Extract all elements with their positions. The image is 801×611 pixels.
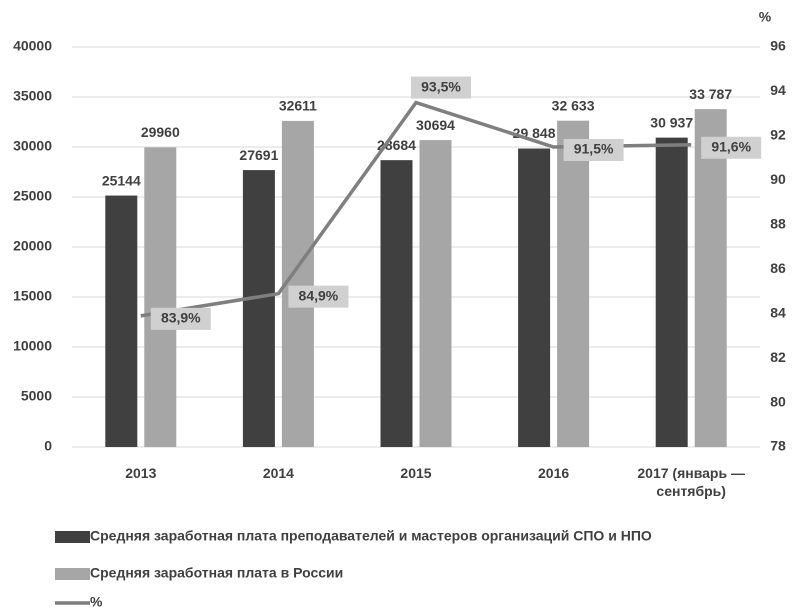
y-tick-label: 25000 [13, 188, 52, 204]
x-tick-label: 2013 [125, 465, 157, 481]
data-label: 91,6% [711, 138, 751, 154]
y-tick-label: 40000 [13, 38, 52, 54]
y2-tick-label: 84 [770, 304, 786, 320]
y-tick-label: 20000 [13, 238, 52, 254]
y2-tick-label: 80 [770, 393, 786, 409]
bar [105, 195, 138, 447]
legend-swatch [55, 568, 90, 580]
y-tick-label: 30000 [13, 138, 52, 154]
data-label: 30694 [416, 117, 455, 133]
bar [557, 120, 590, 448]
y2-tick-label: 82 [770, 349, 786, 365]
data-label: 32 633 [552, 97, 595, 113]
bar [380, 160, 413, 447]
data-label: 27691 [239, 147, 278, 163]
data-label: 91,5% [574, 141, 614, 157]
legend-label: Средняя заработная плата преподавателей … [90, 528, 652, 544]
y2-tick-label: 86 [770, 260, 786, 276]
bar [655, 137, 688, 447]
x-tick-label: 2016 [538, 465, 570, 481]
y2-tick-label: 90 [770, 171, 786, 187]
bar [694, 109, 727, 447]
data-label-box [701, 136, 762, 159]
y-tick-label: 35000 [13, 88, 52, 104]
bar [419, 140, 452, 447]
bar [144, 147, 177, 447]
y-tick-label: 10000 [13, 338, 52, 354]
data-label-box [288, 285, 349, 308]
data-label-box [150, 307, 211, 330]
x-tick-label: 2015 [400, 465, 432, 481]
data-label: 84,9% [299, 287, 339, 303]
x-tick-label: 2017 (январь — сентябрь) [637, 465, 745, 499]
y-tick-label: 5000 [21, 388, 52, 404]
line [140, 100, 692, 318]
y2-tick-label: 78 [770, 438, 786, 454]
y2-axis-label: % [759, 9, 772, 25]
y2-tick-label: 96 [770, 38, 786, 54]
y-tick-label: 15000 [13, 288, 52, 304]
y-tick-label: 0 [44, 438, 52, 454]
bar [518, 148, 551, 447]
y2-tick-label: 88 [770, 215, 786, 231]
data-label: 29 848 [513, 125, 556, 141]
x-tick-label: 2014 [262, 465, 294, 481]
y2-tick-label: 94 [770, 82, 786, 98]
data-label: 29960 [141, 124, 180, 140]
y2-tick-label: 92 [770, 127, 786, 143]
data-label: 25144 [102, 172, 141, 188]
legend-label: Средняя заработная плата в России [90, 565, 343, 581]
legend-swatch [55, 531, 90, 543]
data-label-box [411, 76, 471, 99]
data-label: 32611 [279, 98, 317, 114]
bar [242, 170, 275, 447]
data-label: 30 937 [650, 114, 693, 130]
data-label: 33 787 [689, 86, 732, 102]
data-label: 93,5% [421, 78, 461, 94]
data-label: 83,9% [161, 310, 201, 326]
data-label-box [563, 139, 624, 161]
legend-label: % [90, 594, 103, 610]
